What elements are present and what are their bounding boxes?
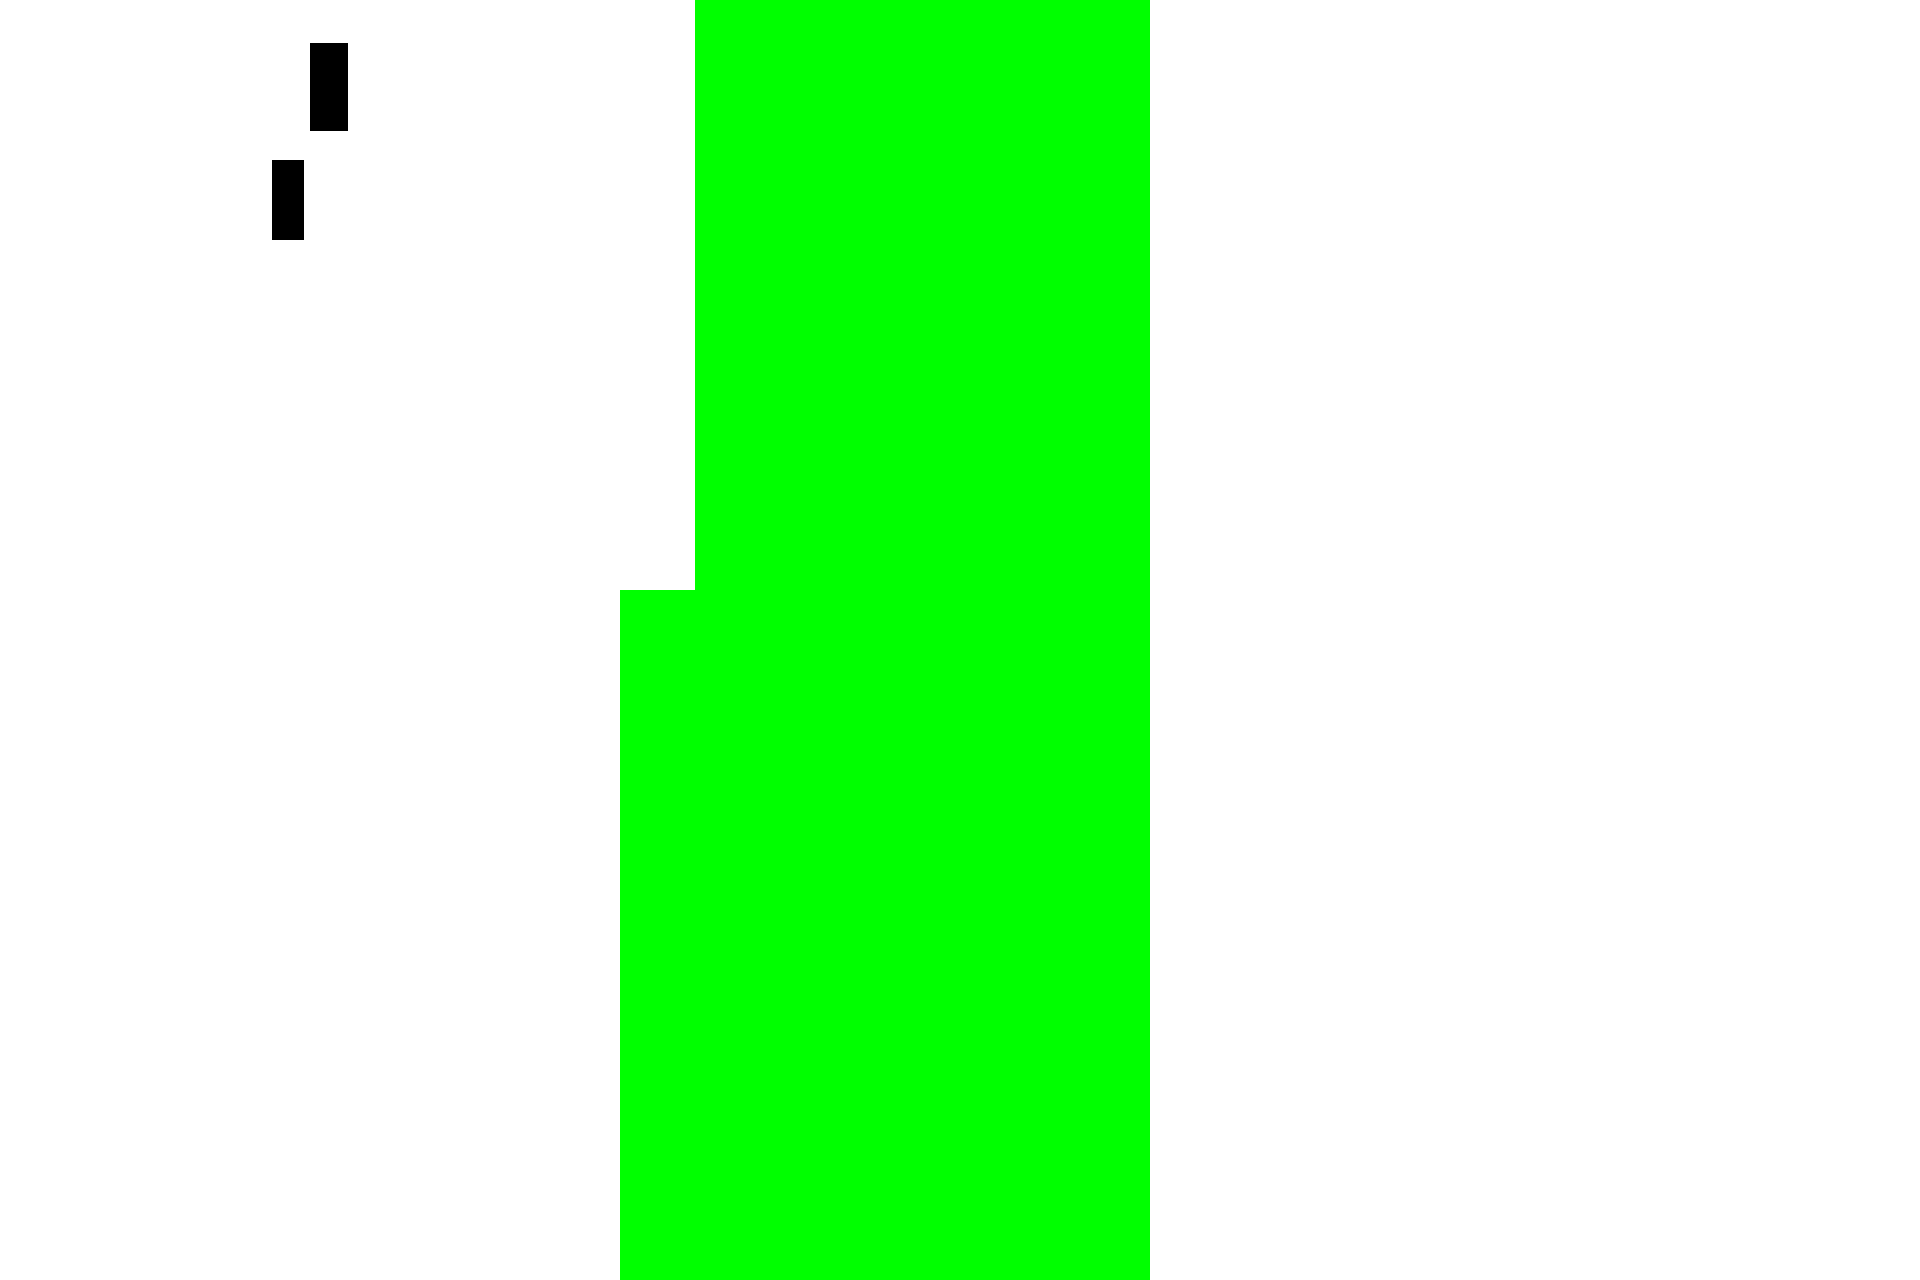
Bar <box>695 0 1150 590</box>
Bar <box>309 44 348 131</box>
Bar <box>620 590 1150 1280</box>
Bar <box>273 160 303 241</box>
